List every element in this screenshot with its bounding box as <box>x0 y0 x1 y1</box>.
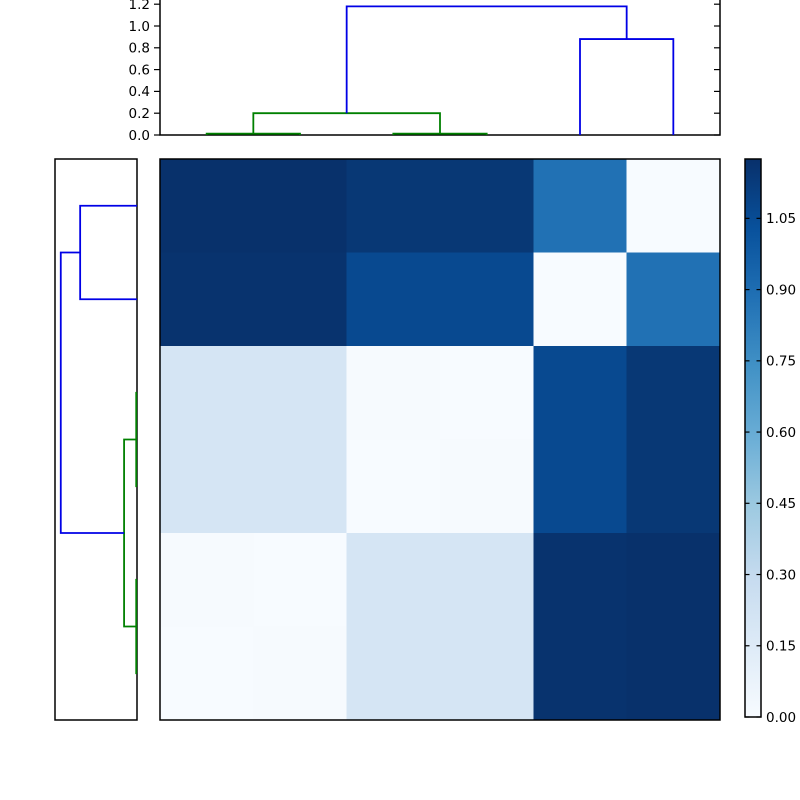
colorbar-tick-label: 0.75 <box>766 354 796 370</box>
axis-tick-label: 0.8 <box>129 41 150 57</box>
axis-tick-label: 1.0 <box>129 19 150 35</box>
heatmap-cell <box>626 252 721 347</box>
heatmap-cell <box>440 252 534 347</box>
axis-tick-label: 1.2 <box>129 0 150 13</box>
axis-tick-label: 0.2 <box>129 106 150 122</box>
dendrogram-link-blue <box>579 38 675 135</box>
heatmap-cell <box>346 159 441 254</box>
heatmap-cell <box>533 439 628 534</box>
dendrogram-link-green <box>135 391 138 488</box>
heatmap-cell <box>626 346 721 441</box>
dendrogram-link-green <box>123 438 137 628</box>
heatmap-cell <box>346 533 441 628</box>
dendrogram-link-blue <box>79 204 137 301</box>
heatmap-cell <box>160 439 254 534</box>
heatmap-cell <box>253 439 348 534</box>
heatmap-cell <box>346 346 441 441</box>
heatmap-cell <box>253 626 348 721</box>
colorbar-tick-label: 0.00 <box>766 710 796 726</box>
heatmap-cell <box>533 159 628 254</box>
heatmap-cell <box>533 626 628 721</box>
heatmap <box>160 159 721 721</box>
dendrogram-link-blue <box>345 5 628 114</box>
heatmap-cell <box>440 159 534 254</box>
colorbar-tick-label: 0.90 <box>766 282 796 298</box>
heatmap-cell <box>253 159 348 254</box>
heatmap-cell <box>346 252 441 347</box>
colorbar-tick-label: 1.05 <box>766 211 796 227</box>
dendrogram-link-blue <box>59 251 125 534</box>
top-dendrogram <box>159 0 721 136</box>
colorbar-tick-label: 0.15 <box>766 639 796 655</box>
left-dendrogram <box>54 158 138 721</box>
dendrogram-link-green <box>252 112 441 134</box>
heatmap-cell <box>253 252 348 347</box>
heatmap-cell <box>626 159 721 254</box>
top-dendrogram-axis: 0.0 0.2 0.4 0.6 0.8 1.0 1.2 <box>129 0 720 144</box>
colorbar: 0.00 0.15 0.30 0.45 0.60 0.75 0.90 1.05 <box>744 158 796 726</box>
colorbar-tick-label: 0.30 <box>766 567 796 583</box>
heatmap-cell <box>346 439 441 534</box>
heatmap-cell <box>160 252 254 347</box>
heatmap-cell <box>160 159 254 254</box>
dendrogram-link-green <box>135 578 138 675</box>
top-dendrogram-border <box>159 0 721 136</box>
heatmap-cell <box>253 533 348 628</box>
heatmap-cell <box>533 252 628 347</box>
heatmap-cell <box>346 626 441 721</box>
heatmap-cell <box>253 346 348 441</box>
heatmap-cell <box>160 533 254 628</box>
heatmap-cell <box>160 626 254 721</box>
colorbar-border <box>744 158 762 718</box>
heatmap-cell <box>533 533 628 628</box>
colorbar-tick-label: 0.60 <box>766 425 796 441</box>
heatmap-border <box>159 158 721 721</box>
heatmap-cell <box>440 626 534 721</box>
axis-tick-label: 0.6 <box>129 62 150 78</box>
heatmap-cell <box>626 626 721 721</box>
heatmap-cell <box>160 346 254 441</box>
heatmap-cell <box>440 533 534 628</box>
heatmap-cell <box>626 439 721 534</box>
colorbar-gradient <box>745 159 761 717</box>
heatmap-cell <box>440 439 534 534</box>
heatmap-cell <box>533 346 628 441</box>
axis-tick-label: 0.0 <box>129 128 150 144</box>
colorbar-tick-label: 0.45 <box>766 496 796 512</box>
heatmap-cell <box>626 533 721 628</box>
heatmap-cell <box>440 346 534 441</box>
axis-tick-label: 0.4 <box>129 84 150 100</box>
